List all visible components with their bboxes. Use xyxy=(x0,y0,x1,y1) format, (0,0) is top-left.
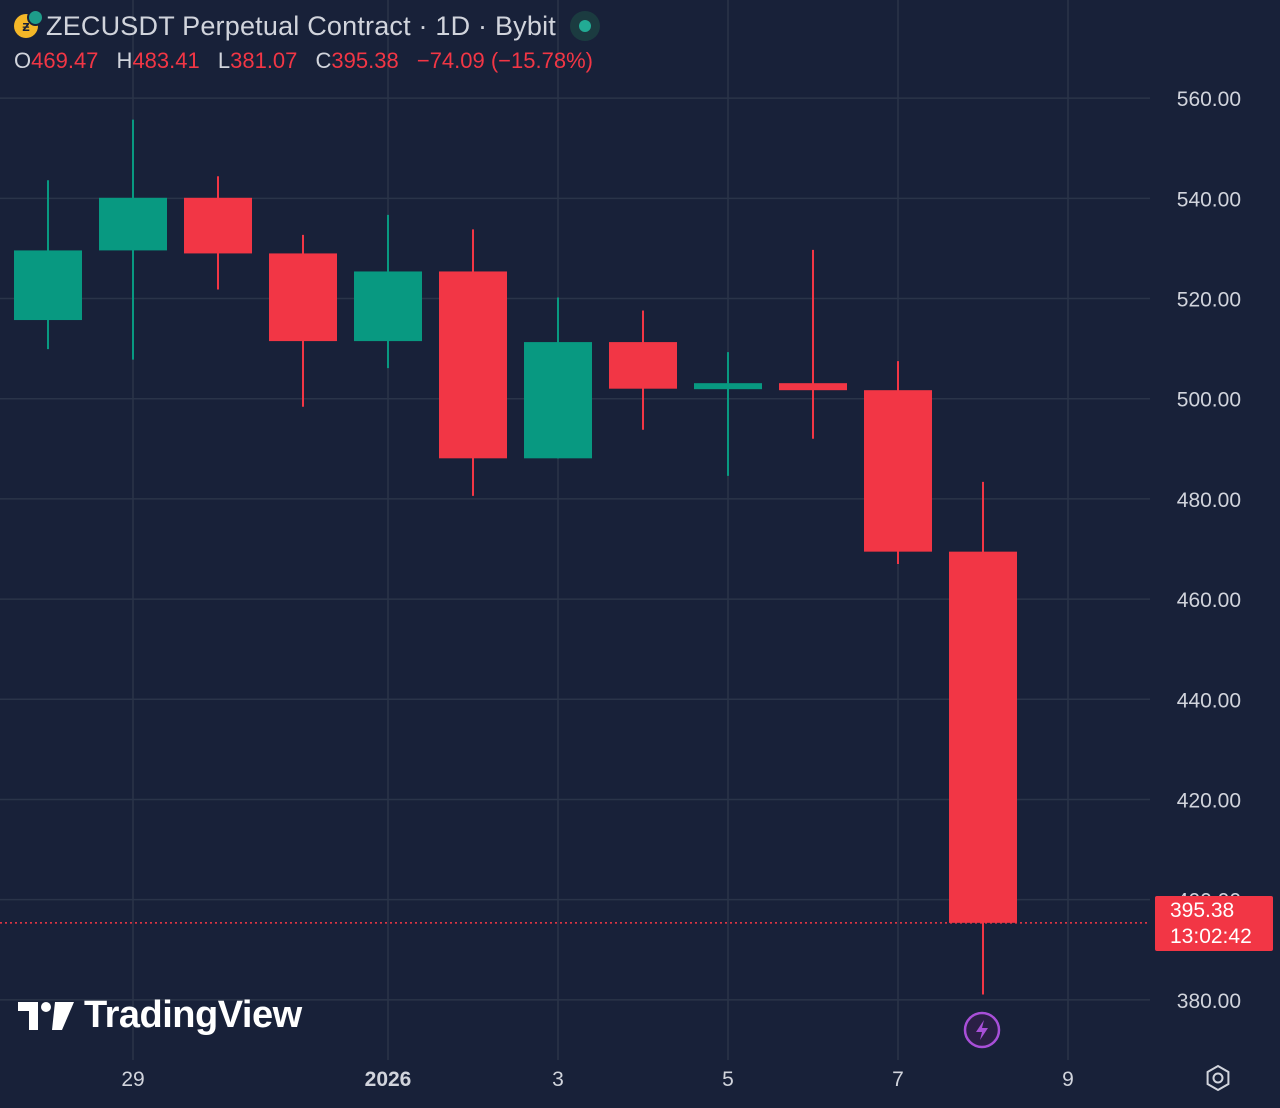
ohlc-legend: O469.47 H483.41 L381.07 C395.38 −74.09 (… xyxy=(14,48,600,74)
settings-gear-icon[interactable] xyxy=(1203,1063,1233,1093)
candle-body xyxy=(439,271,507,459)
y-tick-label: 420.00 xyxy=(1177,789,1241,812)
candle[interactable] xyxy=(609,310,677,430)
candle-body xyxy=(779,383,847,391)
watermark-text: TradingView xyxy=(84,994,302,1036)
candle-body xyxy=(99,197,167,251)
candle-body xyxy=(949,551,1017,923)
y-tick-label: 380.00 xyxy=(1177,990,1241,1013)
candle-body xyxy=(269,253,337,342)
low-label: L xyxy=(217,48,231,73)
y-tick-label: 480.00 xyxy=(1177,489,1241,512)
candle[interactable] xyxy=(864,361,932,565)
symbol-title[interactable]: ZECUSDT Perpetual Contract · 1D · Bybit xyxy=(46,10,556,41)
open-label: O xyxy=(14,48,32,73)
candle[interactable] xyxy=(269,234,337,407)
zcash-coin-icon: ƶ xyxy=(14,9,44,38)
y-tick-label: 560.00 xyxy=(1177,88,1241,111)
time-axis[interactable]: 29 2026 3 5 7 9 xyxy=(121,1068,1074,1091)
y-tick-label: 520.00 xyxy=(1177,289,1241,312)
high-label: H xyxy=(116,48,133,73)
x-tick-label: 2026 xyxy=(365,1068,412,1091)
candle[interactable] xyxy=(694,352,762,476)
bar-countdown: 13:02:42 xyxy=(1170,925,1252,948)
open-value: 469.47 xyxy=(31,48,99,73)
candle-body xyxy=(609,342,677,389)
high-value: 483.41 xyxy=(132,48,200,73)
bybit-badge-icon xyxy=(27,9,44,26)
x-tick-label: 9 xyxy=(1062,1068,1074,1091)
price-axis[interactable]: 560.00 540.00 520.00 500.00 480.00 460.00 440.… xyxy=(1177,88,1241,1013)
y-tick-label: 460.00 xyxy=(1177,589,1241,612)
x-tick-label: 3 xyxy=(552,1068,564,1091)
lightning-bolt-icon[interactable] xyxy=(963,1011,1001,1049)
candle[interactable] xyxy=(99,119,167,360)
y-tick-label: 440.00 xyxy=(1177,689,1241,712)
candle-body xyxy=(354,271,422,342)
candle[interactable] xyxy=(439,229,507,496)
candle[interactable] xyxy=(779,249,847,439)
candle[interactable] xyxy=(949,481,1017,995)
market-open-dot-icon[interactable] xyxy=(569,11,600,41)
candle-body xyxy=(864,390,932,552)
tradingview-logo-icon xyxy=(18,1001,74,1030)
close-value: 395.38 xyxy=(331,48,399,73)
x-tick-label: 29 xyxy=(121,1068,144,1091)
candle-body xyxy=(184,197,252,254)
candle[interactable] xyxy=(354,214,422,369)
candle-body xyxy=(14,250,82,321)
candle-body xyxy=(524,342,592,459)
change-value: −74.09 (−15.78%) xyxy=(416,48,593,73)
candle[interactable] xyxy=(524,297,592,459)
last-price-tag: 395.38 13:02:42 xyxy=(1155,896,1273,951)
y-tick-label: 540.00 xyxy=(1177,188,1241,211)
x-tick-label: 5 xyxy=(722,1068,734,1091)
candles xyxy=(14,119,1017,995)
chart-header: ƶ ZECUSDT Perpetual Contract · 1D · Bybi… xyxy=(14,8,600,74)
candle-body xyxy=(694,383,762,390)
last-price-value: 395.38 xyxy=(1170,899,1235,922)
low-value: 381.07 xyxy=(230,48,298,73)
close-label: C xyxy=(315,48,332,73)
x-tick-label: 7 xyxy=(892,1068,904,1091)
tradingview-logo[interactable]: TradingView xyxy=(18,994,302,1037)
y-tick-label: 500.00 xyxy=(1177,389,1241,412)
candle[interactable] xyxy=(184,176,252,290)
candle[interactable] xyxy=(14,180,82,350)
